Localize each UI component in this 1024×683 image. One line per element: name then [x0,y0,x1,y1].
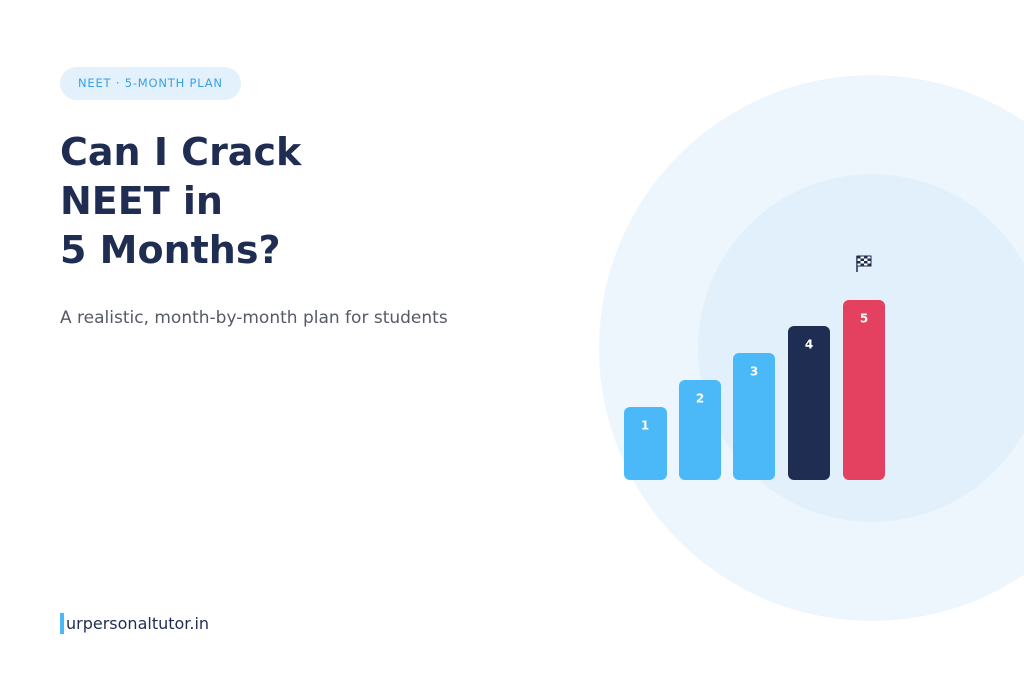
step-bar [733,353,775,480]
step-label: 5 [860,312,868,326]
step-bar [788,326,830,480]
step-label: 3 [750,365,758,379]
step-bar [843,300,885,480]
title: Can I Crack NEET in 5 Months? [60,128,301,275]
title-line: NEET in [60,179,223,223]
title-line: Can I Crack [60,130,302,174]
badge: NEET · 5-MONTH PLAN [60,67,241,100]
step-label: 2 [696,392,704,406]
subtitle: A realistic, month-by-month plan for stu… [60,308,448,328]
step-label: 4 [805,338,813,352]
finish-flag [856,255,872,272]
step-label: 1 [641,419,649,433]
site-name: urpersonaltutor.in [60,613,209,634]
step-bar [679,380,721,480]
step-bar [624,407,667,480]
title-line: 5 Months? [60,228,281,272]
